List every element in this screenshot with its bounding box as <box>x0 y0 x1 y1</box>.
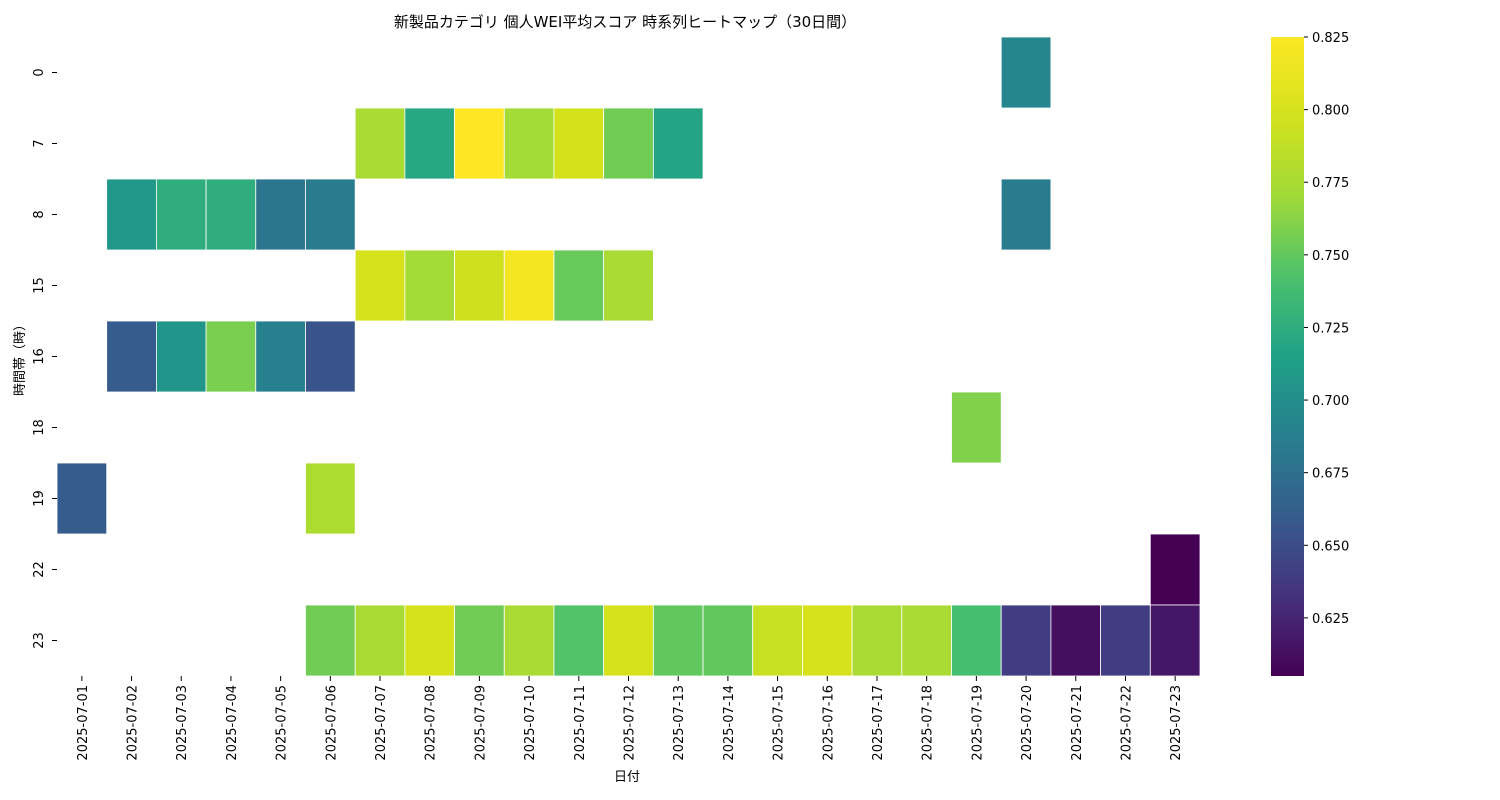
x-tick-label: 2025-07-18 <box>921 685 936 761</box>
x-tick-label: 2025-07-13 <box>672 685 687 761</box>
heatmap-cell <box>205 178 257 251</box>
heatmap-cell <box>1100 604 1151 677</box>
x-tick-label: 2025-07-07 <box>374 685 389 761</box>
heatmap-cell <box>901 604 952 677</box>
heatmap-cell <box>603 107 654 180</box>
heatmap-cell <box>603 604 654 677</box>
heatmap-cell <box>305 320 356 393</box>
y-axis-ticks: 0 7 8 15 16 18 19 22 23 <box>32 68 57 649</box>
x-tick-label: 2025-07-02 <box>126 685 141 761</box>
y-tick-label: 23 <box>32 632 47 649</box>
heatmap-cell <box>305 604 356 677</box>
colorbar-tick-label: 0.675 <box>1312 467 1349 482</box>
y-tick-label: 16 <box>32 348 47 365</box>
y-tick-label: 8 <box>32 210 47 218</box>
colorbar-ticks: 0.625 0.650 0.675 0.700 0.725 0.750 0.775 0.800… <box>1304 31 1349 627</box>
heatmap-cell <box>354 604 406 677</box>
heatmap-cell <box>155 178 207 251</box>
heatmap-cell <box>503 107 555 180</box>
colorbar-tick-label: 0.700 <box>1312 394 1349 409</box>
heatmap-cell <box>454 107 505 180</box>
x-axis-title: 日付 <box>614 770 640 785</box>
heatmap-cell <box>454 604 505 677</box>
colorbar-tick-label: 0.750 <box>1312 249 1349 264</box>
heatmap-cell <box>404 604 455 677</box>
heatmap-cell <box>503 249 555 322</box>
heatmap-cell <box>851 604 903 677</box>
x-tick-label: 2025-07-06 <box>324 685 339 761</box>
heatmap-cell <box>404 249 455 322</box>
x-tick-label: 2025-07-17 <box>871 685 886 761</box>
heatmap-cell <box>951 391 1002 464</box>
heatmap-cell <box>255 178 306 251</box>
x-tick-label: 2025-07-04 <box>225 685 240 761</box>
x-tick-label: 2025-07-15 <box>772 685 787 761</box>
x-tick-label: 2025-07-03 <box>175 685 190 761</box>
x-axis-ticks: 2025-07-01 2025-07-02 2025-07-03 2025-07-04… <box>76 676 1184 761</box>
heatmap-cells <box>56 36 1201 677</box>
heatmap-cell <box>354 249 406 322</box>
colorbar-tick-label: 0.725 <box>1312 321 1349 336</box>
y-tick-label: 7 <box>32 139 47 147</box>
heatmap-cell <box>454 249 505 322</box>
heatmap-cell <box>553 107 605 180</box>
x-tick-label: 2025-07-21 <box>1070 685 1085 761</box>
x-tick-label: 2025-07-12 <box>623 685 638 761</box>
heatmap-cell <box>702 604 754 677</box>
y-tick-label: 18 <box>32 419 47 436</box>
x-tick-label: 2025-07-20 <box>1020 685 1035 761</box>
heatmap-cell <box>553 249 605 322</box>
colorbar-tick-label: 0.825 <box>1312 31 1349 46</box>
heatmap-cell <box>1000 178 1052 251</box>
x-tick-label: 2025-07-08 <box>424 685 439 761</box>
y-tick-label: 15 <box>32 277 47 294</box>
x-tick-label: 2025-07-11 <box>573 685 588 761</box>
y-tick-label: 22 <box>32 561 47 578</box>
heatmap-cell <box>1000 36 1052 109</box>
x-tick-label: 2025-07-10 <box>523 685 538 761</box>
heatmap-cell <box>106 178 157 251</box>
heatmap-cell <box>205 320 257 393</box>
y-tick-label: 19 <box>32 490 47 507</box>
heatmap-cell <box>305 462 356 535</box>
x-tick-label: 2025-07-05 <box>275 685 290 761</box>
x-tick-label: 2025-07-14 <box>722 685 737 761</box>
colorbar-tick-label: 0.775 <box>1312 176 1349 191</box>
heatmap-cell <box>752 604 803 677</box>
y-axis-title: 時間帯（時） <box>13 318 28 396</box>
heatmap-cell <box>1000 604 1052 677</box>
heatmap-cell <box>603 249 654 322</box>
heatmap-cell <box>1149 533 1201 606</box>
colorbar-tick-label: 0.625 <box>1312 612 1349 627</box>
x-tick-label: 2025-07-16 <box>821 685 836 761</box>
colorbar <box>1271 37 1304 676</box>
heatmap-cell <box>652 107 704 180</box>
heatmap-cell <box>404 107 455 180</box>
heatmap-cell <box>553 604 605 677</box>
colorbar-tick-label: 0.800 <box>1312 104 1349 119</box>
x-tick-label: 2025-07-09 <box>473 685 488 761</box>
heatmap-cell <box>1050 604 1102 677</box>
colorbar-tick-label: 0.650 <box>1312 539 1349 554</box>
heatmap-cell <box>155 320 207 393</box>
heatmap-cell <box>503 604 555 677</box>
heatmap-cell <box>1149 604 1201 677</box>
heatmap-cell <box>255 320 306 393</box>
x-tick-label: 2025-07-22 <box>1119 685 1134 761</box>
heatmap-cell <box>951 604 1002 677</box>
heatmap-cell <box>56 462 108 535</box>
x-tick-label: 2025-07-01 <box>76 685 91 761</box>
x-tick-label: 2025-07-23 <box>1169 685 1184 761</box>
heatmap-cell <box>802 604 853 677</box>
heatmap-cell <box>354 107 406 180</box>
y-tick-label: 0 <box>32 68 47 76</box>
heatmap-cell <box>305 178 356 251</box>
heatmap-cell <box>652 604 704 677</box>
x-tick-label: 2025-07-19 <box>970 685 985 761</box>
chart-title: 新製品カテゴリ 個人WEI平均スコア 時系列ヒートマップ（30日間） <box>394 13 856 31</box>
heatmap-cell <box>106 320 157 393</box>
